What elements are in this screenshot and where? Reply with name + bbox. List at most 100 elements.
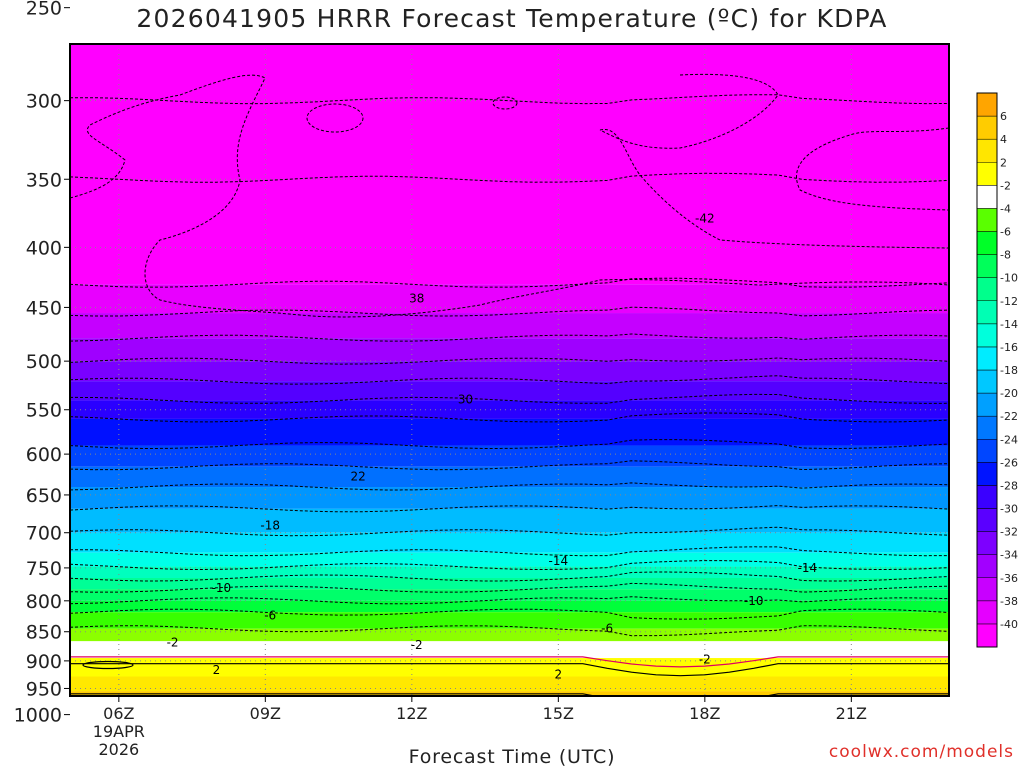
colorbar-label: -4 — [1000, 202, 1011, 215]
y-tick-label: 300 — [26, 91, 62, 113]
y-tick-label: 800 — [26, 591, 62, 613]
plot-frame — [69, 43, 950, 697]
contour-line — [70, 412, 949, 423]
colorbar-swatch — [976, 323, 998, 348]
contour-line — [70, 357, 949, 365]
contour-label: -2 — [411, 638, 423, 652]
contour-line — [70, 546, 949, 557]
colorbar-swatch — [976, 577, 998, 602]
grid-lines — [70, 44, 949, 696]
credit-link[interactable]: coolwx.com/models — [828, 742, 1014, 762]
freezing-level-line — [70, 656, 949, 668]
temperature-band — [70, 338, 949, 362]
colorbar-label: -30 — [1000, 503, 1018, 516]
temperature-band — [70, 361, 949, 382]
contour-line — [599, 73, 779, 149]
colorbar-label: 2 — [1000, 156, 1007, 169]
contour-label: -14 — [549, 554, 569, 568]
contour-label: -2 — [699, 653, 711, 667]
colorbar-label: -28 — [1000, 479, 1018, 492]
colorbar-label: -38 — [1000, 595, 1018, 608]
colorbar-label: -18 — [1000, 364, 1018, 377]
contour-line — [70, 608, 949, 620]
y-tick-label: 600 — [26, 444, 62, 466]
temperature-band — [70, 313, 949, 339]
temperature-band — [70, 532, 949, 553]
contour-line — [70, 393, 949, 404]
contour-label: -2 — [167, 635, 179, 649]
contour-line — [70, 375, 949, 385]
temperature-band — [70, 658, 949, 677]
colorbar-label: 6 — [1000, 110, 1007, 123]
x-tick-label: 09Z — [250, 704, 281, 723]
colorbar-swatch — [976, 208, 998, 232]
contour-label: 30 — [458, 392, 473, 406]
temperature-band — [70, 466, 949, 488]
colorbar-label: -6 — [1000, 226, 1011, 239]
temperature-band — [70, 487, 949, 509]
contour-line-positive — [70, 663, 949, 677]
contour-line — [70, 560, 949, 571]
temperature-band — [70, 381, 949, 401]
contour-label: -6 — [601, 622, 613, 636]
contour-line — [70, 172, 949, 183]
temperature-band — [70, 566, 949, 579]
contour-line — [70, 439, 949, 450]
temperature-band — [70, 589, 949, 601]
y-tick-label: 650 — [26, 485, 62, 507]
y-tick-label: 750 — [26, 558, 62, 580]
colorbar-label: -16 — [1000, 341, 1018, 354]
contour-line — [70, 625, 949, 637]
colorbar-swatch — [976, 115, 998, 140]
colorbar-swatch — [976, 369, 998, 394]
y-tick-label: 500 — [26, 351, 62, 373]
colorbar-swatch — [976, 138, 998, 163]
colorbar-label: -14 — [1000, 318, 1018, 331]
contour-line — [492, 96, 518, 110]
contour-label: 2 — [213, 663, 221, 677]
y-tick-label: 550 — [26, 400, 62, 422]
colorbar-swatch — [976, 231, 998, 255]
temperature-band — [70, 400, 949, 419]
temperature-band — [70, 628, 949, 642]
colorbar-label: -34 — [1000, 549, 1018, 562]
colorbar-label: -36 — [1000, 572, 1018, 585]
colorbar-swatch — [976, 346, 998, 371]
colorbar-label: 4 — [1000, 133, 1007, 146]
colorbar-swatch — [976, 462, 998, 486]
contour-line — [70, 333, 949, 342]
colorbar-label: -22 — [1000, 410, 1018, 423]
contour-line — [70, 582, 949, 593]
colorbar-swatch — [976, 185, 998, 209]
colorbar-label: -24 — [1000, 433, 1018, 446]
y-tick-label: 700 — [26, 523, 62, 545]
contour-label: -18 — [260, 518, 280, 532]
temperature-band — [70, 600, 949, 613]
contour-line-positive — [70, 693, 949, 696]
colorbar-swatch — [976, 277, 998, 301]
temperature-fill-bands — [70, 44, 949, 696]
contour-label: -10 — [744, 594, 764, 608]
colorbar-swatch — [976, 531, 998, 555]
colorbar-legend: -40-38-36-34-32-30-28-26-24-22-20-18-16-… — [976, 92, 1018, 648]
colorbar-frame — [976, 92, 998, 648]
contour-line — [70, 460, 949, 471]
y-tick-label: 850 — [26, 622, 62, 644]
chart-title: 2026041905 HRRR Forecast Temperature (ºC… — [136, 4, 888, 33]
colorbar-swatch — [976, 254, 998, 278]
colorbar-swatch — [976, 600, 998, 625]
colorbar-label: -20 — [1000, 387, 1018, 400]
x-tick-label: 18Z — [689, 704, 720, 723]
colorbar-swatch — [976, 392, 998, 417]
contour-line — [70, 74, 949, 318]
contour-line — [70, 277, 949, 288]
y-tick-label: 250 — [26, 0, 62, 20]
y-tick-label: 400 — [26, 237, 62, 259]
temperature-band — [70, 445, 949, 467]
colorbar-swatch — [976, 623, 998, 648]
colorbar-label: -2 — [1000, 179, 1011, 192]
y-tick-label: 1000 — [14, 705, 62, 727]
temperature-band — [70, 578, 949, 590]
x-tick-label: 15Z — [543, 704, 574, 723]
